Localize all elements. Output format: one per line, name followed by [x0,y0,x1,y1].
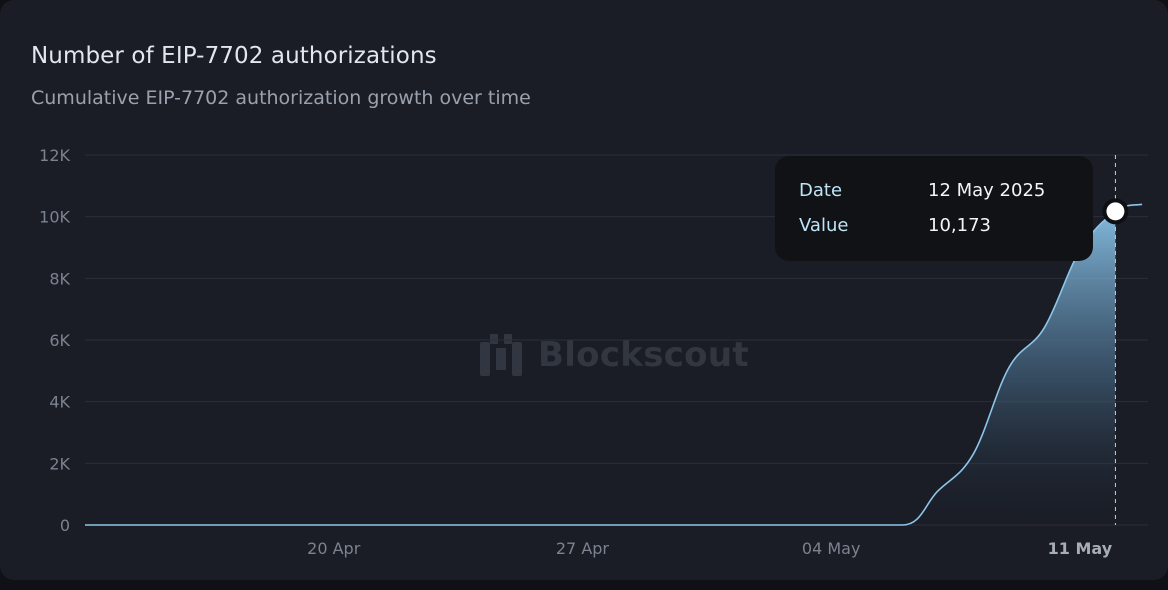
x-tick-label: 27 Apr [556,539,610,558]
watermark-text: Blockscout [538,335,749,375]
chart-title: Number of EIP-7702 authorizations [31,43,437,69]
tooltip-value-label: Value [799,215,849,236]
series-area [85,211,1116,525]
y-tick-label: 0 [60,516,70,535]
tooltip: Date 12 May 2025 Value 10,173 [775,156,1093,261]
tooltip-date-value: 12 May 2025 [928,180,1046,201]
y-tick-label: 2K [49,454,70,473]
x-tick-label: 11 May [1048,539,1113,558]
y-tick-label: 8K [49,269,70,288]
blockscout-logo-icon [480,334,522,376]
chart-subtitle: Cumulative EIP-7702 authorization growth… [31,87,531,109]
tooltip-date-label: Date [799,180,843,201]
y-tick-label: 12K [39,146,70,165]
tooltip-value-value: 10,173 [928,215,991,236]
x-tick-label: 04 May [802,539,861,558]
y-tick-label: 6K [49,331,70,350]
x-tick-label: 20 Apr [307,539,361,558]
watermark: Blockscout [478,332,749,378]
series-line [85,203,1143,526]
y-tick-label: 10K [39,208,70,227]
y-tick-label: 4K [49,393,70,412]
highlight-marker [1106,202,1125,221]
